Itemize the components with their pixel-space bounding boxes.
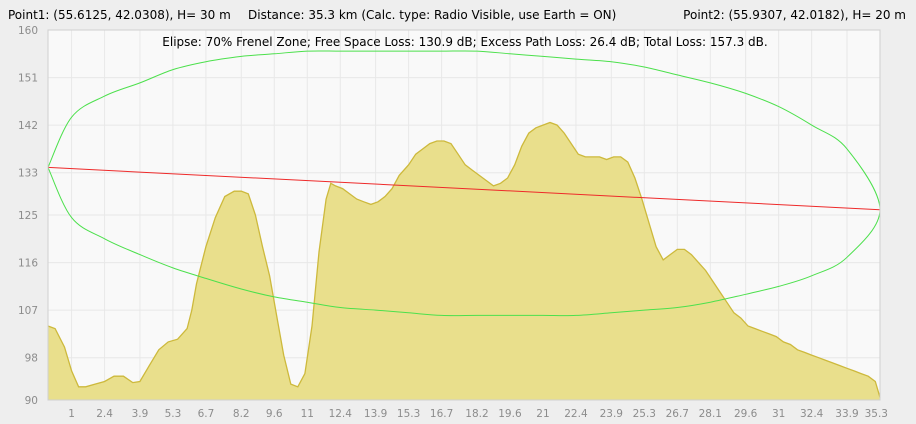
y-tick-label: 133 [18, 168, 38, 180]
x-tick-label: 3.9 [132, 408, 149, 420]
point1-label: Point1: (55.6125, 42.0308), H= 30 m [8, 8, 231, 22]
y-tick-label: 125 [18, 210, 38, 222]
x-tick-label: 23.9 [600, 408, 623, 420]
y-tick-label: 142 [18, 120, 38, 132]
terrain-area [48, 122, 880, 400]
x-tick-label: 11 [301, 408, 314, 420]
x-tick-label: 15.3 [397, 408, 420, 420]
y-tick-label: 160 [18, 25, 38, 37]
point2-label: Point2: (55.9307, 42.0182), H= 20 m [683, 8, 906, 22]
x-tick-label: 35.3 [865, 408, 888, 420]
x-tick-label: 19.6 [498, 408, 522, 420]
x-tick-label: 21 [536, 408, 549, 420]
y-tick-label: 90 [25, 395, 38, 407]
subtitle: Elipse: 70% Frenel Zone; Free Space Loss… [162, 35, 767, 49]
x-tick-label: 31 [772, 408, 785, 420]
x-tick-label: 12.4 [329, 408, 353, 420]
distance-label: Distance: 35.3 km (Calc. type: Radio Vis… [248, 8, 617, 22]
x-tick-label: 29.6 [734, 408, 758, 420]
y-tick-label: 151 [18, 73, 38, 85]
x-tick-label: 5.3 [165, 408, 182, 420]
x-tick-label: 9.6 [266, 408, 283, 420]
x-tick-label: 18.2 [465, 408, 488, 420]
y-tick-label: 107 [18, 305, 38, 317]
x-tick-label: 22.4 [564, 408, 588, 420]
x-tick-label: 33.9 [835, 408, 858, 420]
x-tick-label: 28.1 [699, 408, 722, 420]
x-tick-label: 25.3 [633, 408, 656, 420]
x-tick-label: 32.4 [800, 408, 824, 420]
x-tick-label: 6.7 [198, 408, 215, 420]
plot-border [47, 29, 881, 401]
terrain-outline [47, 121, 881, 398]
x-tick-label: 8.2 [233, 408, 250, 420]
x-tick-label: 1 [68, 408, 75, 420]
y-tick-label: 98 [25, 353, 38, 365]
x-tick-label: 16.7 [430, 408, 453, 420]
y-axis-ticks: 90 98 107 116 125 133 142 151 160 [18, 25, 38, 407]
x-tick-label: 26.7 [666, 408, 689, 420]
y-tick-label: 116 [18, 258, 38, 270]
x-axis-ticks: 1 2.4 3.9 5.3 6.7 8.2 9.6 11 12.4 13.9 15.3 16.7 18.… [68, 408, 888, 420]
line-of-sight [47, 166, 881, 211]
x-tick-label: 2.4 [96, 408, 113, 420]
x-tick-label: 13.9 [364, 408, 387, 420]
